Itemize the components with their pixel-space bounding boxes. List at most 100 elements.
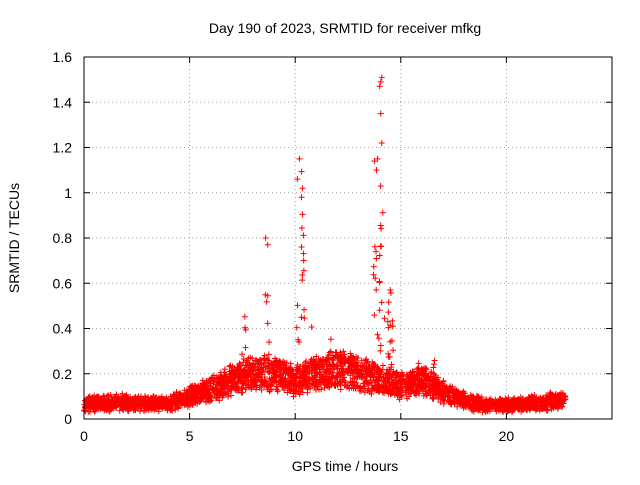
data-point	[145, 407, 152, 414]
data-point	[325, 355, 332, 362]
data-point	[238, 389, 245, 396]
data-point	[287, 374, 294, 381]
data-point	[409, 384, 416, 391]
data-point	[511, 395, 518, 402]
data-point	[222, 372, 229, 379]
data-point	[377, 347, 384, 354]
data-point	[160, 401, 167, 408]
data-point	[340, 369, 347, 376]
data-point	[170, 397, 177, 404]
data-point	[467, 396, 474, 403]
data-point	[90, 398, 97, 405]
data-point	[208, 397, 215, 404]
data-point	[378, 384, 385, 391]
data-point	[300, 257, 307, 264]
data-point	[299, 389, 306, 396]
data-point	[533, 402, 540, 409]
data-point	[375, 335, 382, 342]
data-point	[308, 370, 315, 377]
data-point	[263, 298, 270, 305]
data-point	[97, 400, 104, 407]
data-point	[299, 185, 306, 192]
data-point	[142, 404, 149, 411]
data-point	[220, 392, 227, 399]
data-point	[202, 395, 209, 402]
data-point	[298, 244, 305, 251]
data-point	[524, 396, 531, 403]
data-point	[287, 365, 294, 372]
data-point	[109, 403, 116, 410]
data-point	[181, 398, 188, 405]
data-point	[409, 376, 416, 383]
data-point	[356, 371, 363, 378]
data-point	[440, 390, 447, 397]
data-point	[525, 397, 532, 404]
data-point	[333, 349, 340, 356]
data-point	[424, 382, 431, 389]
data-point	[506, 399, 513, 406]
data-point	[334, 373, 341, 380]
data-point	[362, 377, 369, 384]
y-tick-label: 0.6	[53, 275, 73, 291]
data-point	[364, 358, 371, 365]
data-point	[402, 384, 409, 391]
data-point	[385, 324, 392, 331]
data-point	[387, 383, 394, 390]
data-point	[237, 363, 244, 370]
chart-title: Day 190 of 2023, SRMTID for receiver mfk…	[209, 20, 481, 36]
data-point	[377, 182, 384, 189]
data-point	[155, 403, 162, 410]
data-point	[393, 380, 400, 387]
data-point	[298, 168, 305, 175]
data-point	[300, 361, 307, 368]
x-tick-label: 20	[499, 428, 515, 444]
data-point	[372, 362, 379, 369]
data-point	[269, 361, 276, 368]
data-point	[290, 370, 297, 377]
y-tick-label: 0	[64, 411, 72, 427]
data-point	[248, 384, 255, 391]
data-point	[456, 400, 463, 407]
data-point	[174, 403, 181, 410]
data-point	[373, 387, 380, 394]
data-point	[346, 385, 353, 392]
data-point	[390, 347, 397, 354]
data-point	[373, 367, 380, 374]
y-tick-label: 0.8	[53, 230, 73, 246]
data-point	[286, 382, 293, 389]
data-point	[302, 379, 309, 386]
data-point	[274, 388, 281, 395]
data-point	[262, 235, 269, 241]
data-point	[137, 408, 144, 415]
data-point	[518, 399, 525, 406]
data-point	[196, 398, 203, 405]
data-point	[327, 336, 334, 343]
data-point	[241, 313, 248, 320]
data-point	[86, 401, 93, 408]
data-point	[122, 393, 129, 400]
data-point	[252, 382, 259, 389]
data-point	[339, 363, 346, 370]
data-point	[299, 272, 306, 279]
data-point	[264, 380, 271, 387]
data-point	[547, 397, 554, 404]
data-point	[486, 402, 493, 409]
data-point	[452, 391, 459, 398]
data-point	[560, 390, 567, 397]
data-point	[214, 387, 221, 394]
data-point	[363, 371, 370, 378]
data-point	[372, 378, 379, 385]
data-points	[81, 74, 569, 416]
data-point	[182, 400, 189, 407]
data-point	[276, 372, 283, 379]
data-point	[228, 368, 235, 375]
data-point	[547, 389, 554, 396]
data-point	[130, 398, 137, 405]
data-point	[128, 401, 135, 408]
data-point	[221, 383, 228, 390]
data-point	[530, 394, 537, 401]
data-point	[373, 248, 380, 255]
data-point	[265, 351, 272, 358]
data-point	[432, 376, 439, 383]
